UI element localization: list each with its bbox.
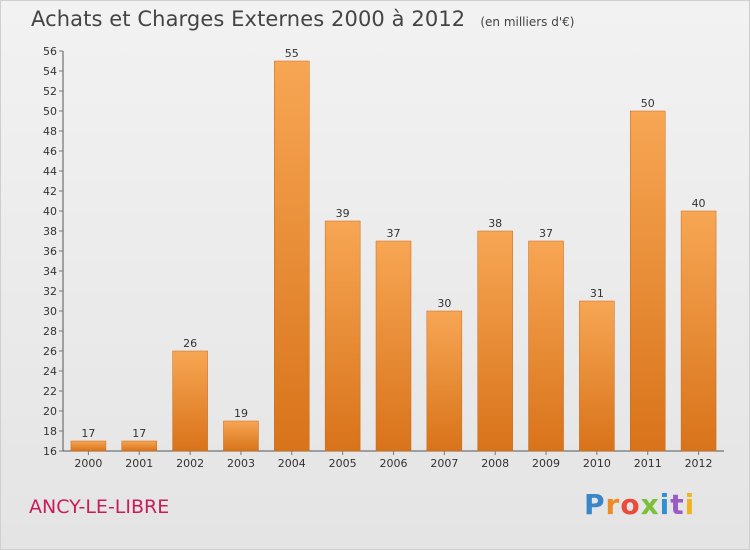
y-tick-label: 54 <box>43 65 57 78</box>
logo-letter: x <box>640 488 660 521</box>
bar-2009 <box>528 240 564 452</box>
bar-2000 <box>70 440 107 452</box>
bar-value-label: 17 <box>81 427 95 440</box>
y-tick-label: 34 <box>43 265 57 278</box>
bar-2012 <box>680 210 717 452</box>
bar-value-label: 19 <box>234 407 248 420</box>
logo-letter: t <box>670 488 685 521</box>
y-tick-label: 22 <box>43 385 57 398</box>
y-tick-label: 48 <box>43 125 57 138</box>
x-tick-label: 2010 <box>583 457 611 470</box>
bar-2003 <box>223 420 259 452</box>
x-tick-label: 2002 <box>176 457 204 470</box>
x-tick-label: 2009 <box>532 457 560 470</box>
bar-value-label: 55 <box>285 47 299 60</box>
bar-2008 <box>477 230 513 452</box>
y-tick-label: 38 <box>43 225 57 238</box>
x-tick-label: 2008 <box>481 457 509 470</box>
x-tick-label: 2006 <box>380 457 408 470</box>
y-tick-label: 56 <box>43 45 57 58</box>
x-tick-label: 2007 <box>430 457 458 470</box>
bar-value-label: 40 <box>692 197 706 210</box>
bar-value-label: 39 <box>336 207 350 220</box>
logo-letter: i <box>659 488 671 521</box>
bar-2001 <box>121 440 158 452</box>
bar-2006 <box>375 240 412 452</box>
bar-value-label: 50 <box>641 97 655 110</box>
logo-letter: o <box>620 488 641 521</box>
proxiti-logo: Proxiti <box>584 488 695 521</box>
bar-2005 <box>324 220 361 452</box>
y-tick-label: 24 <box>43 365 57 378</box>
chart-axes: 16 18 20 22 24 26 28 30 32 34 36 38 40 42 44 46 48 50 52 54… <box>43 45 724 458</box>
bar-2010 <box>579 300 615 452</box>
bar-value-label: 30 <box>437 297 451 310</box>
x-tick-label: 2012 <box>685 457 713 470</box>
y-tick-label: 46 <box>43 145 57 158</box>
city-name: ANCY-LE-LIBRE <box>29 496 170 518</box>
x-tick-label: 2001 <box>125 457 153 470</box>
logo-letter: P <box>584 488 606 521</box>
y-tick-label: 40 <box>43 205 57 218</box>
bar-2004 <box>274 60 310 452</box>
y-tick-label: 26 <box>43 345 57 358</box>
bar-value-label: 17 <box>132 427 146 440</box>
chart-labels: 17 2000 17 2001 26 2002 19 2003 55 2004 39 2005 37 20… <box>74 47 712 470</box>
x-tick-label: 2005 <box>329 457 357 470</box>
y-tick-label: 20 <box>43 405 57 418</box>
bar-2011 <box>629 110 666 452</box>
chart-bars <box>70 60 717 452</box>
bar-2002 <box>172 350 208 452</box>
x-tick-label: 2011 <box>634 457 662 470</box>
bar-2007 <box>426 310 463 452</box>
chart-title-group: Achats et Charges Externes 2000 à 2012 (… <box>31 7 574 31</box>
logo-letter: r <box>605 488 621 521</box>
chart-title: Achats et Charges Externes 2000 à 2012 <box>31 7 466 31</box>
y-tick-label: 32 <box>43 285 57 298</box>
logo-letter: i <box>684 488 696 521</box>
y-tick-label: 18 <box>43 425 57 438</box>
bar-value-label: 26 <box>183 337 197 350</box>
bar-value-label: 31 <box>590 287 604 300</box>
y-tick-label: 50 <box>43 105 57 118</box>
y-tick-label: 28 <box>43 325 57 338</box>
y-tick-label: 52 <box>43 85 57 98</box>
bar-value-label: 38 <box>488 217 502 230</box>
y-tick-label: 16 <box>43 445 57 458</box>
y-tick-label: 42 <box>43 185 57 198</box>
x-tick-label: 2000 <box>74 457 102 470</box>
x-tick-label: 2004 <box>278 457 306 470</box>
y-tick-label: 36 <box>43 245 57 258</box>
chart-subtitle: (en milliers d'€) <box>480 15 575 29</box>
bar-value-label: 37 <box>387 227 401 240</box>
bar-value-label: 37 <box>539 227 553 240</box>
x-tick-label: 2003 <box>227 457 255 470</box>
y-tick-label: 30 <box>43 305 57 318</box>
y-tick-label: 44 <box>43 165 57 178</box>
